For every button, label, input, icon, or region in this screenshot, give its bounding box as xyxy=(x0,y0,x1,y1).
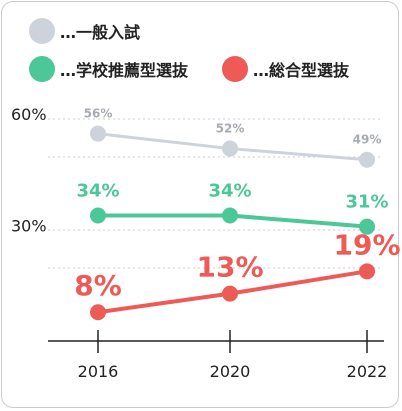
x-tick-label: 2016 xyxy=(78,362,119,381)
data-point xyxy=(359,218,375,235)
legend-marker xyxy=(29,18,55,44)
data-point xyxy=(90,125,106,142)
legend: …一般入試 …学校推薦型選抜 …総合型選抜 xyxy=(29,18,350,82)
data-label: 34% xyxy=(76,181,119,202)
x-tick-label: 2020 xyxy=(210,362,251,381)
series-layer: 56% 52% 49% 34% 34% 31% 8% 13% 19% xyxy=(74,107,401,321)
axes: 60% 30% 2016 2020 2022 xyxy=(11,105,387,381)
gridlines xyxy=(48,118,382,269)
data-label: 49% xyxy=(353,133,382,147)
data-label: 52% xyxy=(216,122,245,136)
data-point xyxy=(90,304,106,321)
data-point xyxy=(90,207,106,224)
data-point xyxy=(222,207,238,224)
data-label: 34% xyxy=(208,181,251,202)
legend-label: …一般入試 xyxy=(60,23,140,42)
data-label: 31% xyxy=(345,192,388,213)
data-point xyxy=(359,151,375,168)
legend-marker xyxy=(222,56,248,82)
data-point xyxy=(222,140,238,157)
data-point xyxy=(222,285,238,302)
legend-label: …総合型選抜 xyxy=(253,61,350,80)
y-tick-label: 30% xyxy=(11,216,47,235)
legend-marker xyxy=(29,56,55,82)
y-tick-label: 60% xyxy=(11,105,47,124)
legend-label: …学校推薦型選抜 xyxy=(60,61,189,80)
data-label: 56% xyxy=(84,107,113,121)
data-label: 13% xyxy=(196,251,263,284)
x-tick-label: 2022 xyxy=(347,362,388,381)
data-point xyxy=(359,263,375,280)
data-label: 8% xyxy=(74,269,122,302)
data-label: 19% xyxy=(333,228,400,261)
